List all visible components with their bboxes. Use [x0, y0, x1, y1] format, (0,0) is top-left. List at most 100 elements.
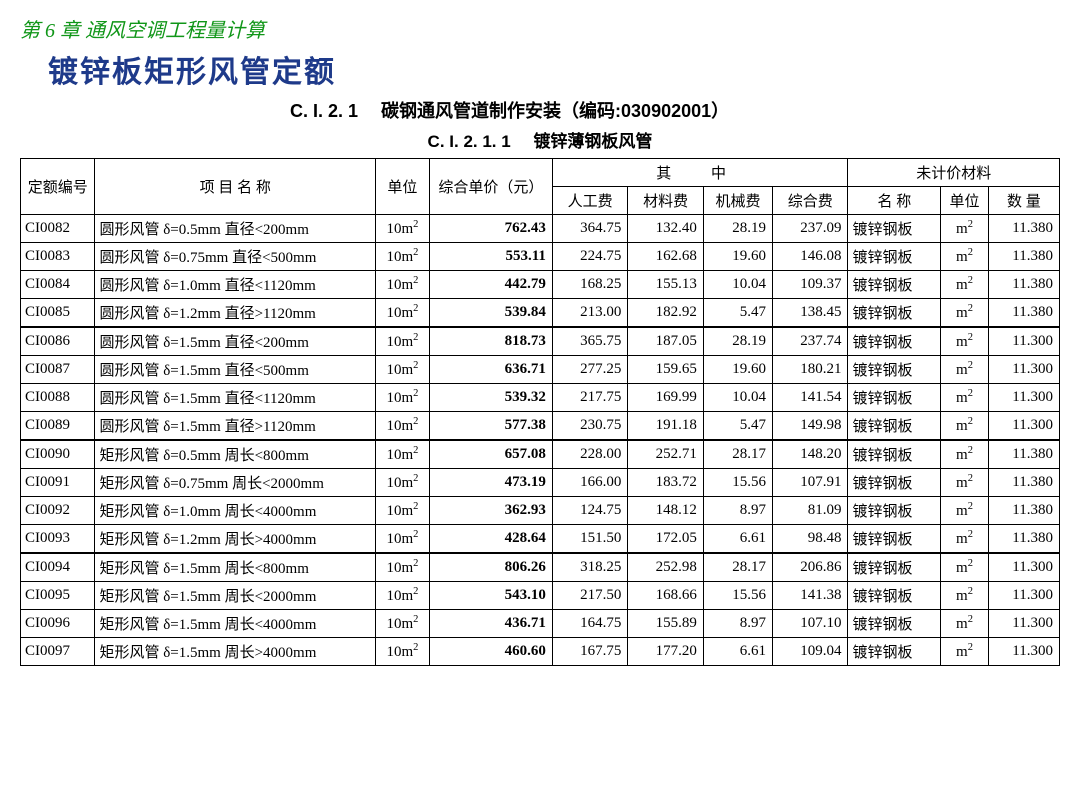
cell-labor: 151.50: [552, 525, 628, 554]
hdr-munit: 单位: [941, 187, 988, 215]
cell-unit: 10m2: [375, 215, 429, 243]
cell-composite: 180.21: [772, 356, 848, 384]
cell-material: 183.72: [628, 469, 704, 497]
cell-machine: 5.47: [703, 412, 772, 441]
table-row: CI0091矩形风管 δ=0.75mm 周长<2000mm10m2473.191…: [21, 469, 1060, 497]
cell-machine: 8.97: [703, 610, 772, 638]
cell-unit: 10m2: [375, 582, 429, 610]
cell-code: CI0093: [21, 525, 95, 554]
cell-munit: m2: [941, 610, 988, 638]
cell-mqty: 11.380: [988, 440, 1059, 469]
cell-unit: 10m2: [375, 243, 429, 271]
cell-name: 圆形风管 δ=1.5mm 直径<200mm: [95, 327, 376, 356]
cell-material: 252.71: [628, 440, 704, 469]
cell-unit: 10m2: [375, 469, 429, 497]
cell-code: CI0094: [21, 553, 95, 582]
cell-mqty: 11.300: [988, 610, 1059, 638]
cell-unit: 10m2: [375, 440, 429, 469]
hdr-breakdown: 其 中: [552, 159, 848, 187]
cell-name: 矩形风管 δ=1.0mm 周长<4000mm: [95, 497, 376, 525]
table-row: CI0096矩形风管 δ=1.5mm 周长<4000mm10m2436.7116…: [21, 610, 1060, 638]
cell-composite: 141.38: [772, 582, 848, 610]
table-body: CI0082圆形风管 δ=0.5mm 直径<200mm10m2762.43364…: [21, 215, 1060, 666]
cell-price: 543.10: [429, 582, 552, 610]
cell-machine: 10.04: [703, 271, 772, 299]
cell-price: 428.64: [429, 525, 552, 554]
cell-material: 155.89: [628, 610, 704, 638]
table-row: CI0093矩形风管 δ=1.2mm 周长>4000mm10m2428.6415…: [21, 525, 1060, 554]
cell-material: 172.05: [628, 525, 704, 554]
cell-code: CI0084: [21, 271, 95, 299]
cell-labor: 365.75: [552, 327, 628, 356]
cell-name: 矩形风管 δ=1.5mm 周长>4000mm: [95, 638, 376, 666]
cell-unit: 10m2: [375, 638, 429, 666]
cell-code: CI0091: [21, 469, 95, 497]
cell-mqty: 11.300: [988, 412, 1059, 441]
cell-unit: 10m2: [375, 412, 429, 441]
cell-labor: 364.75: [552, 215, 628, 243]
cell-mname: 镀锌钢板: [848, 553, 941, 582]
cell-material: 148.12: [628, 497, 704, 525]
cell-mqty: 11.380: [988, 243, 1059, 271]
cell-material: 187.05: [628, 327, 704, 356]
cell-price: 460.60: [429, 638, 552, 666]
cell-mname: 镀锌钢板: [848, 271, 941, 299]
cell-labor: 230.75: [552, 412, 628, 441]
cell-price: 442.79: [429, 271, 552, 299]
cell-material: 191.18: [628, 412, 704, 441]
table-row: CI0084圆形风管 δ=1.0mm 直径<1120mm10m2442.7916…: [21, 271, 1060, 299]
cell-labor: 213.00: [552, 299, 628, 328]
cell-code: CI0089: [21, 412, 95, 441]
cell-code: CI0086: [21, 327, 95, 356]
cell-munit: m2: [941, 638, 988, 666]
cell-mqty: 11.300: [988, 384, 1059, 412]
cell-name: 圆形风管 δ=0.5mm 直径<200mm: [95, 215, 376, 243]
cell-mqty: 11.300: [988, 327, 1059, 356]
cell-munit: m2: [941, 582, 988, 610]
cell-code: CI0082: [21, 215, 95, 243]
cell-munit: m2: [941, 497, 988, 525]
cell-composite: 237.09: [772, 215, 848, 243]
cell-machine: 6.61: [703, 638, 772, 666]
cell-price: 818.73: [429, 327, 552, 356]
cell-labor: 228.00: [552, 440, 628, 469]
cell-code: CI0083: [21, 243, 95, 271]
cell-code: CI0095: [21, 582, 95, 610]
cell-labor: 167.75: [552, 638, 628, 666]
cell-mname: 镀锌钢板: [848, 582, 941, 610]
hdr-unit: 单位: [375, 159, 429, 215]
cell-composite: 109.04: [772, 638, 848, 666]
cell-code: CI0092: [21, 497, 95, 525]
cell-material: 177.20: [628, 638, 704, 666]
cell-name: 矩形风管 δ=1.2mm 周长>4000mm: [95, 525, 376, 554]
cell-unit: 10m2: [375, 610, 429, 638]
cell-composite: 149.98: [772, 412, 848, 441]
cell-name: 矩形风管 δ=1.5mm 周长<800mm: [95, 553, 376, 582]
cell-price: 362.93: [429, 497, 552, 525]
cell-material: 155.13: [628, 271, 704, 299]
cell-price: 762.43: [429, 215, 552, 243]
cell-mname: 镀锌钢板: [848, 469, 941, 497]
cell-mqty: 11.380: [988, 469, 1059, 497]
cell-machine: 6.61: [703, 525, 772, 554]
cell-composite: 81.09: [772, 497, 848, 525]
subsection-text: 镀锌薄钢板风管: [533, 132, 652, 151]
cell-name: 圆形风管 δ=1.0mm 直径<1120mm: [95, 271, 376, 299]
table-row: CI0082圆形风管 δ=0.5mm 直径<200mm10m2762.43364…: [21, 215, 1060, 243]
cell-machine: 10.04: [703, 384, 772, 412]
cell-composite: 206.86: [772, 553, 848, 582]
cell-mname: 镀锌钢板: [848, 215, 941, 243]
table-header: 定额编号 项 目 名 称 单位 综合单价（元） 其 中 未计价材料 人工费 材料…: [21, 159, 1060, 215]
cell-labor: 168.25: [552, 271, 628, 299]
cell-labor: 166.00: [552, 469, 628, 497]
cell-munit: m2: [941, 412, 988, 441]
cell-labor: 224.75: [552, 243, 628, 271]
cell-unit: 10m2: [375, 384, 429, 412]
cell-machine: 28.19: [703, 215, 772, 243]
cell-price: 636.71: [429, 356, 552, 384]
cell-mname: 镀锌钢板: [848, 440, 941, 469]
hdr-material: 材料费: [628, 187, 704, 215]
cell-material: 182.92: [628, 299, 704, 328]
cell-munit: m2: [941, 469, 988, 497]
cell-machine: 19.60: [703, 243, 772, 271]
